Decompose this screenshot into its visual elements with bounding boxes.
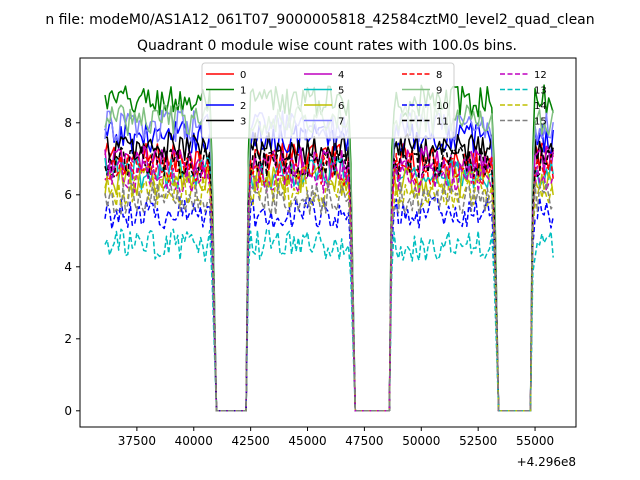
- x-axis-offset-label: +4.296e8: [517, 455, 576, 469]
- y-tick-label-1: 2: [64, 332, 72, 346]
- series-line-15: [104, 181, 554, 412]
- x-tick-label-1: 40000: [175, 434, 213, 448]
- legend-label-6: 6: [338, 101, 344, 112]
- x-tick-label-0: 37500: [118, 434, 156, 448]
- legend-box: [201, 62, 455, 139]
- legend-label-12: 12: [534, 70, 547, 81]
- y-tick-label-0: 0: [64, 404, 72, 418]
- chart-title: Quadrant 0 module wise count rates with …: [137, 38, 517, 54]
- legend-label-2: 2: [240, 101, 246, 112]
- figure-suptitle: n file: modeM0/AS1A12_061T07_9000005818_…: [45, 12, 594, 28]
- x-tick-label-7: 55000: [516, 434, 554, 448]
- series-line-10: [104, 196, 554, 412]
- legend-label-14: 14: [534, 101, 547, 112]
- series-layer: [104, 84, 554, 412]
- series-line-11: [104, 145, 554, 412]
- x-tick-label-3: 45000: [288, 434, 326, 448]
- y-tick-label-2: 4: [64, 260, 72, 274]
- y-axis: 0 2 4 6 8: [64, 116, 80, 418]
- legend-label-15: 15: [534, 117, 547, 128]
- legend-label-4: 4: [338, 70, 344, 81]
- legend-label-7: 7: [338, 117, 344, 128]
- x-tick-label-2: 42500: [232, 434, 270, 448]
- series-line-12: [104, 159, 554, 412]
- y-tick-label-4: 8: [64, 116, 72, 130]
- legend-label-9: 9: [436, 86, 442, 97]
- series-line-3: [105, 131, 554, 412]
- x-axis: 37500 40000 42500 45000 47500 50000 52500 55000: [118, 427, 554, 448]
- legend-label-0: 0: [240, 70, 246, 81]
- legend-label-11: 11: [436, 117, 449, 128]
- legend-label-5: 5: [338, 86, 344, 97]
- legend-label-1: 1: [240, 86, 246, 97]
- plot-area: [79, 57, 577, 428]
- legend-label-13: 13: [534, 86, 547, 97]
- x-tick-label-5: 50000: [402, 434, 440, 448]
- x-tick-label-4: 47500: [345, 434, 383, 448]
- legend-label-3: 3: [240, 117, 246, 128]
- legend-label-10: 10: [436, 101, 449, 112]
- legend-label-8: 8: [436, 70, 442, 81]
- series-line-13: [104, 228, 554, 412]
- x-tick-label-6: 52500: [459, 434, 497, 448]
- y-tick-label-3: 6: [64, 188, 72, 202]
- series-line-14: [104, 174, 554, 412]
